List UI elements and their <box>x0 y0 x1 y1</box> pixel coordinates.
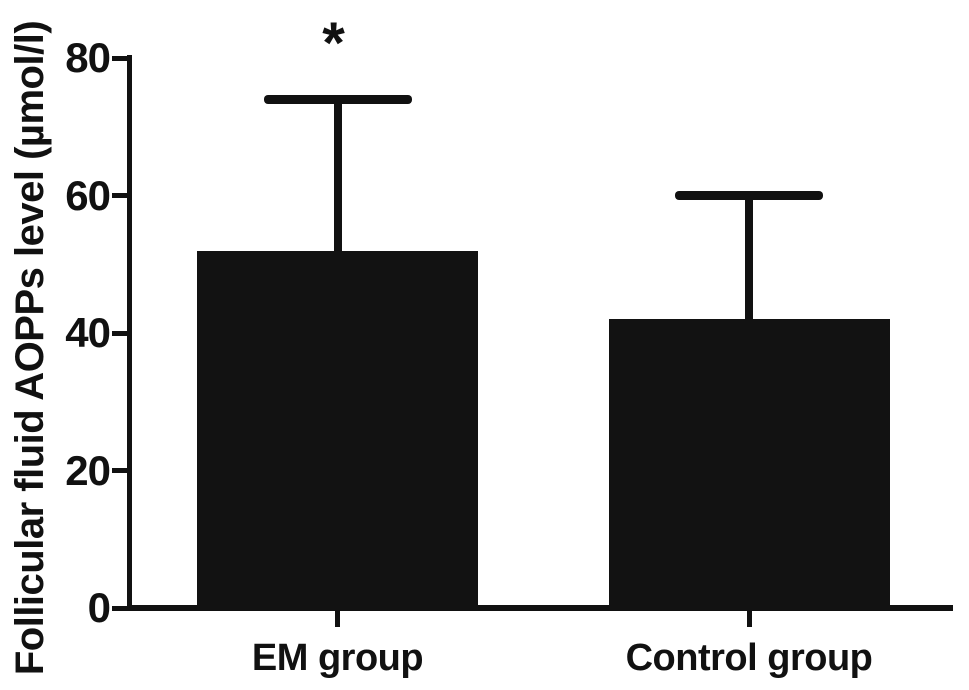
category-label-control-group: Control group <box>625 637 873 679</box>
y-axis-tick <box>112 468 130 473</box>
x-axis-tick-control-group <box>746 611 752 627</box>
error-bar-control-group <box>745 195 753 320</box>
y-axis-tick-label: 80 <box>65 34 111 81</box>
category-label-em-group: EM group <box>251 637 424 679</box>
y-axis-tick-label: 40 <box>65 309 111 356</box>
y-axis-tick-label: 20 <box>65 446 111 494</box>
x-axis-line <box>127 605 953 611</box>
y-axis-tick-label: 60 <box>65 171 111 219</box>
y-axis-tick-label: 0 <box>87 584 111 631</box>
x-axis-tick-em-group <box>335 611 340 627</box>
bar-em-group <box>197 250 478 610</box>
y-axis-tick <box>112 55 130 61</box>
error-bar-cap-control-group <box>675 191 823 200</box>
significance-asterisk: * <box>322 11 345 76</box>
bar-control-group <box>608 319 890 610</box>
y-axis-tick <box>112 193 130 198</box>
error-bar-em-group <box>333 99 342 251</box>
error-bar-cap-em-group <box>263 94 412 104</box>
y-axis-tick <box>112 330 130 336</box>
y-axis-tick <box>112 605 130 611</box>
